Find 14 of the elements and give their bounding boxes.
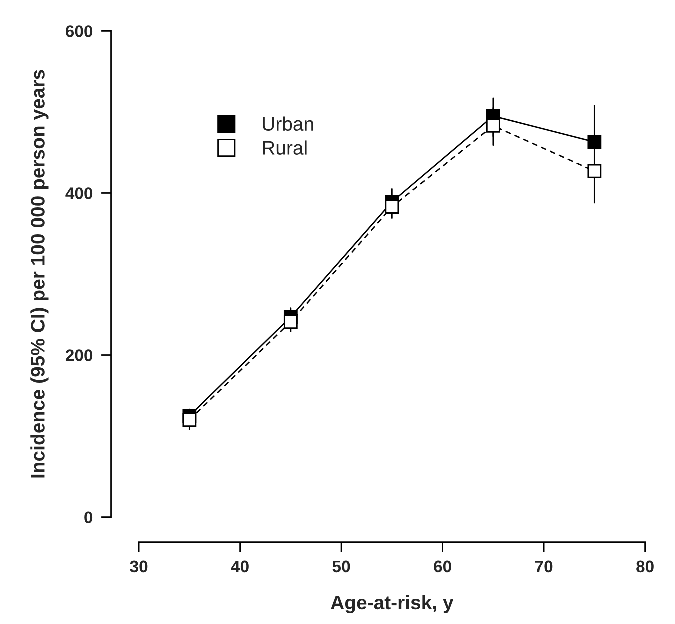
x-tick-label: 50	[332, 560, 350, 573]
y-tick-label: 200	[66, 350, 93, 362]
legend-label: Urban	[263, 116, 314, 132]
x-tick-label: 30	[130, 560, 148, 573]
y-tick-label: 400	[66, 188, 93, 200]
x-tick-label: 40	[231, 560, 249, 573]
legend-label: Rural	[263, 140, 307, 155]
x-tick-label: 80	[636, 560, 654, 573]
y-tick-label: 600	[66, 26, 93, 38]
y-axis-title: Incidence (95% CI) per 100 000 person years	[30, 70, 49, 478]
x-tick-label: 70	[536, 560, 553, 573]
x-axis-title: Age-at-risk, y	[331, 595, 454, 614]
x-tick-label: 60	[434, 560, 452, 573]
y-tick-label: 0	[84, 512, 93, 524]
